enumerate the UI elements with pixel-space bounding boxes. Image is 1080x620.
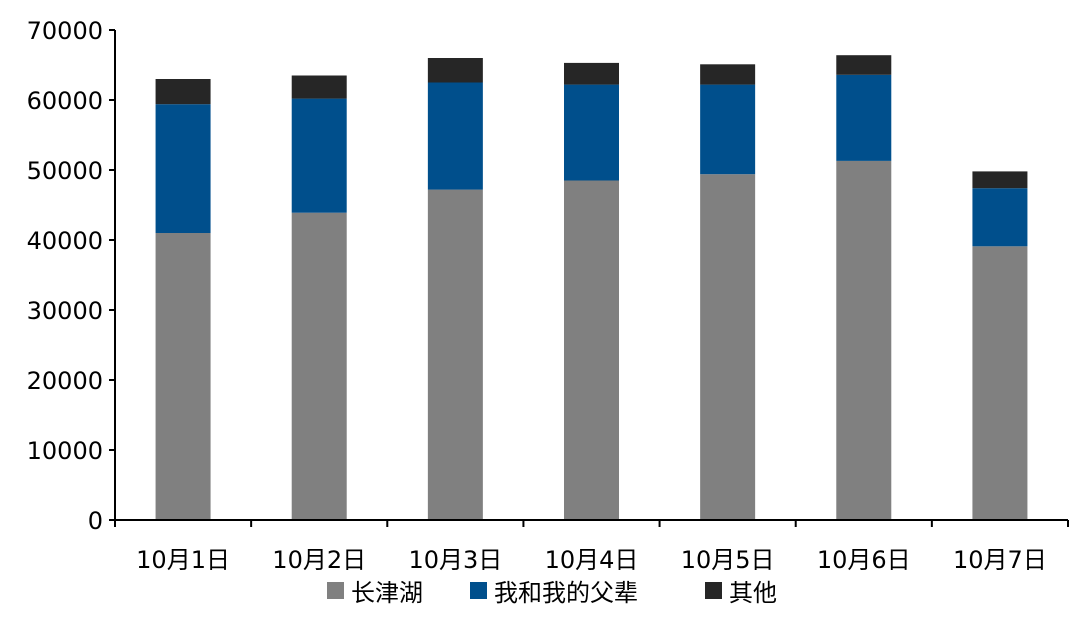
bar-segment: [155, 104, 211, 233]
legend-label: 其他: [729, 579, 777, 607]
bar-segment: [700, 84, 756, 175]
x-tick-label: 10月3日: [408, 546, 502, 574]
bar-segment: [155, 79, 211, 105]
x-tick-label: 10月1日: [136, 546, 230, 574]
y-tick-label: 50000: [27, 157, 103, 185]
bar-segment: [427, 58, 483, 83]
bar-segment: [155, 233, 211, 520]
y-tick-label: 20000: [27, 367, 103, 395]
bar-segment: [564, 84, 619, 181]
bar-segment: [291, 75, 347, 99]
bar-segment: [291, 212, 347, 520]
legend: 长津湖 我和我的父辈 其他: [327, 579, 777, 607]
legend-swatch: [327, 582, 344, 599]
y-tick-label: 10000: [27, 437, 103, 465]
bars-layer: [155, 55, 1028, 521]
y-tick-label: 70000: [27, 17, 103, 45]
bar-segment: [972, 171, 1028, 189]
bar-segment: [564, 62, 619, 85]
x-tick-label: 10月4日: [545, 546, 639, 574]
legend-label: 长津湖: [351, 579, 423, 607]
y-tick-label: 30000: [27, 297, 103, 325]
bar-segment: [836, 74, 892, 161]
bar-segment: [836, 160, 892, 520]
legend-swatch: [705, 582, 722, 599]
legend-swatch: [470, 582, 487, 599]
bar-segment: [836, 55, 892, 75]
x-tick-label: 10月5日: [681, 546, 775, 574]
bar-segment: [972, 246, 1028, 521]
bar-segment: [972, 188, 1028, 247]
x-tick-label: 10月6日: [817, 546, 911, 574]
y-tick-label: 60000: [27, 87, 103, 115]
bar-segment: [564, 180, 619, 520]
x-tick-label: 10月2日: [272, 546, 366, 574]
bar-segment: [700, 174, 756, 520]
axes-layer: 0 10000 20000 30000 40000 50000 60000 70000 10月1…: [27, 17, 1069, 574]
y-tick-label: 0: [88, 507, 103, 535]
bar-segment: [291, 98, 347, 213]
x-tick-label: 10月7日: [953, 546, 1047, 574]
bar-segment: [427, 189, 483, 520]
y-tick-label: 40000: [27, 227, 103, 255]
bar-segment: [700, 64, 756, 85]
legend-label: 我和我的父辈: [494, 579, 638, 607]
bar-segment: [427, 82, 483, 190]
